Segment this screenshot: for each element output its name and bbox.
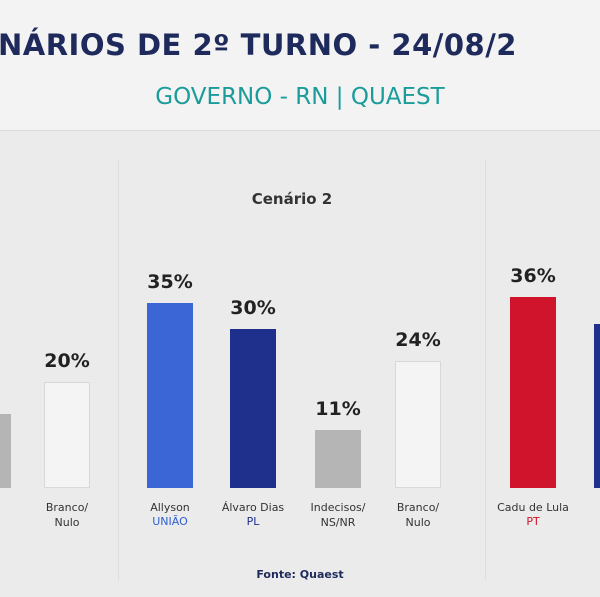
category-label: Álv: [562, 500, 600, 515]
bar: [594, 323, 600, 488]
party-label: PT: [526, 515, 540, 528]
value-label: 35%: [147, 270, 193, 293]
header: [0, 0, 600, 131]
category-label: Indecisos/ NS/NR: [310, 501, 366, 529]
panel-title: Cenário 2: [251, 190, 333, 208]
value-label: 11%: [315, 397, 361, 420]
category-label: Cadu de Lula: [497, 501, 569, 514]
category-label: Branco/ Nulo: [45, 501, 89, 529]
bar: [44, 382, 90, 488]
source: Fonte: Quaest: [256, 568, 344, 581]
category-label: Álvaro Dias: [221, 501, 285, 514]
separator: [485, 160, 486, 580]
category-label: Branco/ Nulo: [396, 501, 440, 529]
bar: [0, 413, 11, 488]
separator: [118, 160, 119, 580]
category-label: Allyson: [150, 501, 190, 514]
title: NÁRIOS DE 2º TURNO - 24/08/2: [0, 28, 517, 62]
bar: [230, 329, 276, 488]
value-label: 20%: [44, 350, 90, 372]
party-label: PL: [246, 515, 260, 528]
value-label: 24%: [395, 328, 441, 351]
party-label: UNIÃO: [152, 515, 188, 528]
bar: [510, 297, 556, 488]
bar: [395, 360, 441, 488]
bar: [147, 302, 193, 488]
value-label: 36%: [510, 265, 556, 288]
value-label: 30%: [230, 297, 276, 319]
subtitle: GOVERNO - RN | QUAEST: [155, 84, 445, 110]
bar: [315, 429, 361, 488]
